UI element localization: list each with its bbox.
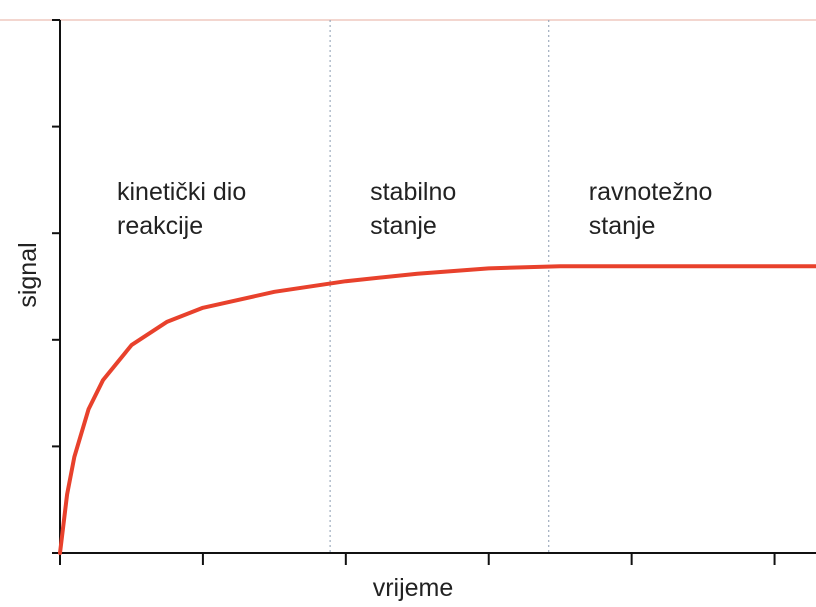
y-axis-label: signal [14, 242, 42, 307]
region-label: stabilno [370, 178, 456, 206]
region-label: kinetički dio [117, 178, 246, 206]
region-label: stanje [370, 212, 437, 240]
region-label: ravnotežno [589, 178, 713, 206]
region-label: stanje [589, 212, 656, 240]
region-label: reakcije [117, 212, 203, 240]
x-axis-label: vrijeme [373, 574, 454, 602]
signal-curve [58, 264, 816, 555]
